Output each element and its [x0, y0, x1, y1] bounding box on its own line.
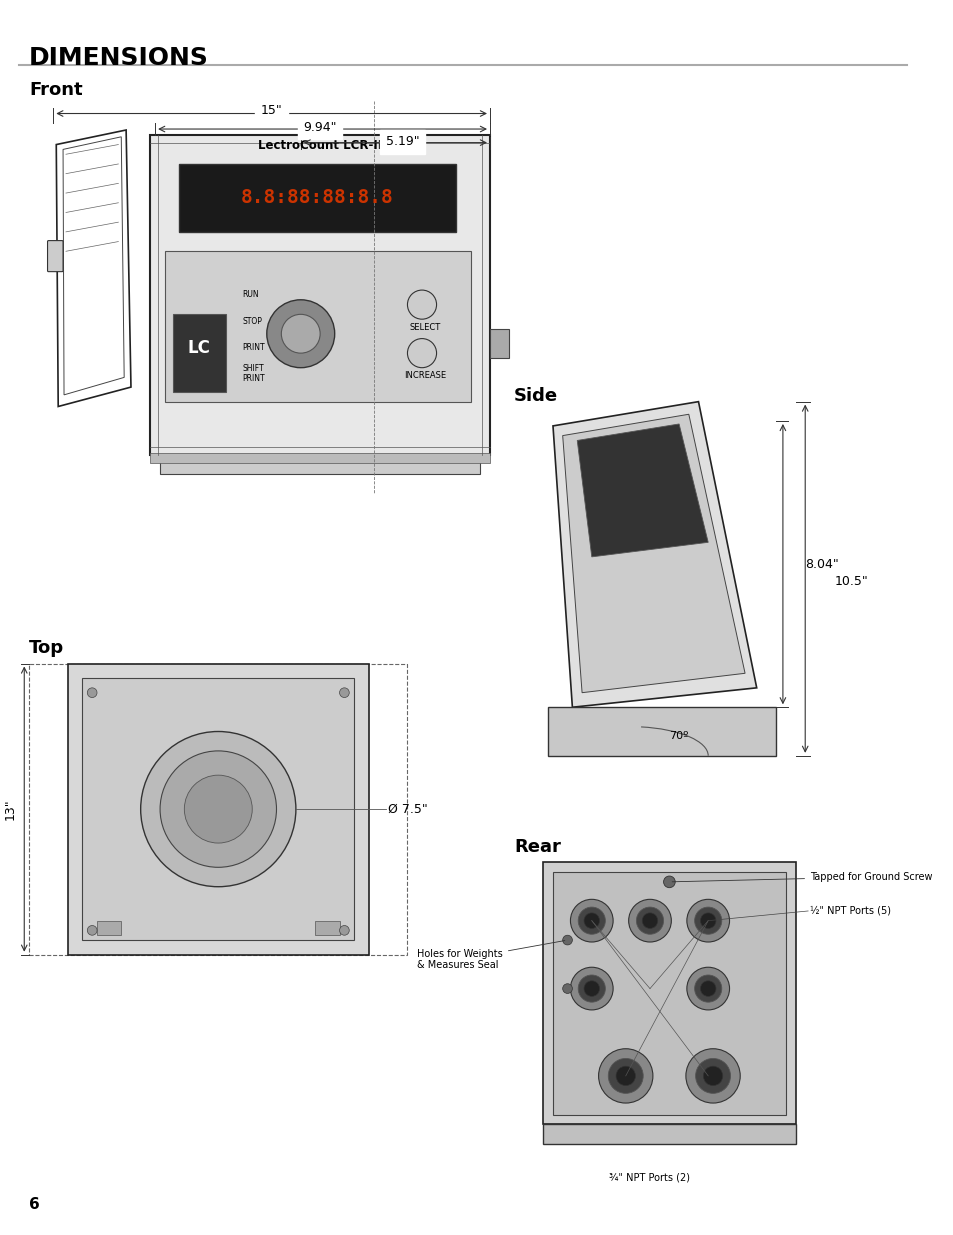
Text: INCREASE: INCREASE: [403, 372, 445, 380]
Text: Top: Top: [30, 640, 64, 657]
Circle shape: [562, 984, 572, 993]
Circle shape: [570, 967, 613, 1010]
Text: 8.04": 8.04": [804, 558, 838, 571]
Circle shape: [663, 876, 675, 888]
Text: ½" NPT Ports (5): ½" NPT Ports (5): [809, 906, 890, 916]
Circle shape: [160, 751, 276, 867]
Bar: [553, 872, 785, 1115]
Circle shape: [616, 1066, 635, 1086]
Circle shape: [700, 913, 715, 929]
Bar: [542, 1124, 795, 1144]
Text: 70º: 70º: [669, 731, 688, 741]
Text: 5.19": 5.19": [385, 135, 419, 148]
Bar: [151, 453, 490, 463]
Text: Tapped for Ground Screw: Tapped for Ground Screw: [672, 872, 932, 882]
Bar: [151, 135, 490, 454]
Text: STOP: STOP: [242, 316, 262, 326]
Text: 13": 13": [3, 798, 16, 820]
Circle shape: [636, 906, 663, 934]
Circle shape: [88, 688, 97, 698]
Bar: [82, 678, 354, 940]
Circle shape: [578, 974, 605, 1002]
Circle shape: [184, 776, 252, 844]
Polygon shape: [548, 708, 776, 756]
Circle shape: [140, 731, 295, 887]
Text: Ø 7.5": Ø 7.5": [388, 803, 427, 815]
Text: SHIFT
PRINT: SHIFT PRINT: [242, 364, 265, 383]
Polygon shape: [577, 424, 707, 557]
Text: 6: 6: [30, 1197, 40, 1213]
Bar: [172, 315, 226, 391]
Circle shape: [339, 688, 349, 698]
Circle shape: [267, 300, 335, 368]
Text: 8.8:88:88:8.8: 8.8:88:88:8.8: [240, 189, 394, 207]
Text: RUN: RUN: [242, 290, 259, 299]
Text: DIMENSIONS: DIMENSIONS: [30, 46, 209, 69]
Bar: [30, 663, 407, 955]
Circle shape: [628, 899, 671, 942]
Polygon shape: [562, 414, 744, 693]
Circle shape: [583, 913, 598, 929]
Bar: [165, 251, 470, 401]
Bar: [490, 329, 509, 358]
Circle shape: [570, 899, 613, 942]
Bar: [542, 862, 795, 1124]
Circle shape: [562, 935, 572, 945]
Circle shape: [88, 925, 97, 935]
FancyBboxPatch shape: [48, 241, 63, 272]
Circle shape: [578, 906, 605, 934]
Text: 15": 15": [260, 104, 282, 117]
Circle shape: [407, 338, 436, 368]
Circle shape: [686, 967, 729, 1010]
Circle shape: [695, 1058, 730, 1093]
Text: LectroCount LCR-II: LectroCount LCR-II: [258, 140, 382, 152]
Circle shape: [685, 1049, 740, 1103]
Text: Front: Front: [30, 82, 83, 100]
Text: ¾" NPT Ports (2): ¾" NPT Ports (2): [609, 1173, 690, 1183]
Bar: [97, 920, 121, 935]
Bar: [179, 164, 456, 232]
Text: Side: Side: [514, 387, 558, 405]
Bar: [160, 457, 479, 474]
Circle shape: [686, 899, 729, 942]
Circle shape: [694, 906, 721, 934]
Text: Rear: Rear: [514, 839, 560, 856]
Text: 10.5": 10.5": [834, 574, 867, 588]
Circle shape: [583, 981, 598, 997]
Circle shape: [339, 925, 349, 935]
Circle shape: [700, 981, 715, 997]
Circle shape: [281, 315, 320, 353]
Circle shape: [702, 1066, 722, 1086]
Text: 9.94": 9.94": [303, 121, 336, 133]
Text: Holes for Weights
& Measures Seal: Holes for Weights & Measures Seal: [416, 941, 564, 971]
Bar: [68, 663, 368, 955]
Polygon shape: [553, 401, 756, 708]
Text: LC: LC: [187, 340, 210, 357]
Bar: [314, 920, 339, 935]
Circle shape: [598, 1049, 652, 1103]
Circle shape: [608, 1058, 642, 1093]
Text: SELECT: SELECT: [409, 322, 440, 332]
Circle shape: [641, 913, 657, 929]
Circle shape: [407, 290, 436, 319]
Circle shape: [694, 974, 721, 1002]
Text: PRINT: PRINT: [242, 343, 265, 352]
